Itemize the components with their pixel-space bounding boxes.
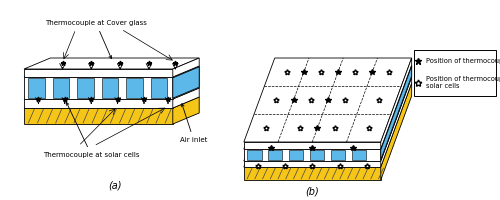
Polygon shape [24, 66, 199, 77]
Polygon shape [173, 88, 199, 108]
Bar [289, 150, 304, 160]
Polygon shape [244, 83, 412, 167]
Polygon shape [173, 97, 199, 124]
Bar [150, 78, 167, 98]
Bar [244, 142, 381, 149]
Text: Air inlet: Air inlet [180, 104, 208, 143]
Bar [247, 150, 262, 160]
Bar [53, 78, 69, 98]
Text: Position of thermocouple at
solar cells: Position of thermocouple at solar cells [426, 76, 500, 90]
Bar [352, 150, 366, 160]
Bar [24, 77, 173, 99]
Text: Thermocouple at solar cells: Thermocouple at solar cells [43, 102, 140, 158]
Polygon shape [173, 67, 199, 98]
Polygon shape [381, 77, 412, 167]
Bar [414, 50, 496, 96]
Text: (a): (a) [108, 180, 122, 190]
Bar [24, 69, 173, 77]
Polygon shape [244, 65, 412, 149]
Text: Position of thermocouple at glass: Position of thermocouple at glass [426, 58, 500, 64]
Polygon shape [244, 77, 412, 161]
Text: (b): (b) [306, 186, 319, 196]
Bar [24, 99, 173, 108]
Polygon shape [381, 65, 412, 161]
Bar [126, 78, 142, 98]
Bar [244, 161, 381, 167]
Polygon shape [24, 97, 199, 108]
Polygon shape [173, 58, 199, 77]
Bar [310, 150, 324, 160]
Polygon shape [381, 58, 412, 149]
Bar [78, 78, 94, 98]
Bar [268, 150, 282, 160]
Bar [24, 108, 173, 124]
Polygon shape [381, 66, 412, 160]
Polygon shape [381, 83, 412, 180]
Polygon shape [24, 88, 199, 99]
Bar [244, 167, 381, 180]
Polygon shape [173, 66, 199, 99]
Polygon shape [24, 58, 199, 69]
Bar [28, 78, 44, 98]
Bar [102, 78, 118, 98]
Bar [331, 150, 345, 160]
Bar [244, 149, 381, 161]
Polygon shape [244, 58, 412, 142]
Text: Thermocouple at Cover glass: Thermocouple at Cover glass [45, 20, 147, 59]
